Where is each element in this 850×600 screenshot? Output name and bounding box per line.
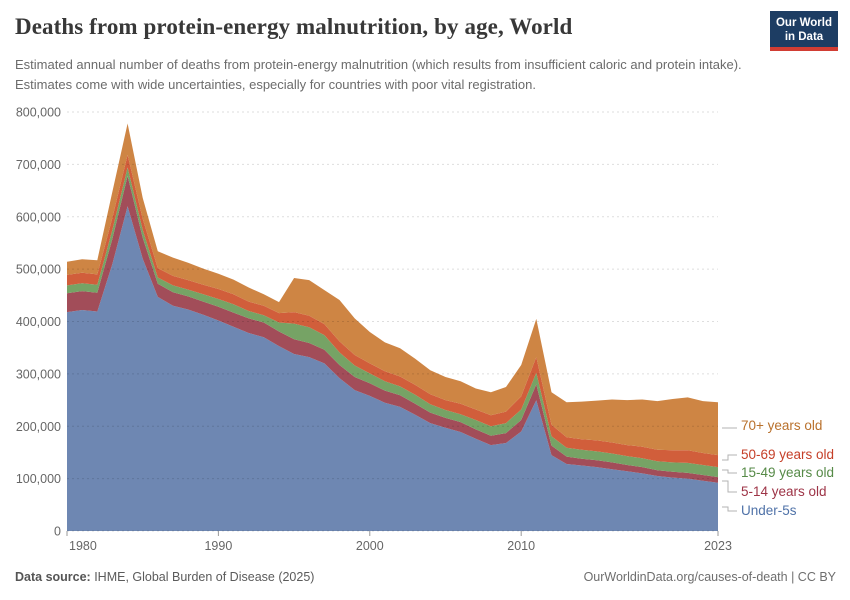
legend-label-50-69-years-old[interactable]: 50-69 years old — [741, 447, 835, 462]
data-source-value: IHME, Global Burden of Disease (2025) — [90, 570, 315, 584]
x-axis-label: 1980 — [69, 539, 97, 553]
attribution-link[interactable]: OurWorldinData.org/causes-of-death | CC … — [583, 570, 836, 584]
legend-connector — [722, 506, 737, 512]
data-source-label: Data source: — [15, 570, 91, 584]
x-axis-label: 2000 — [356, 539, 384, 553]
y-axis-label: 500,000 — [16, 263, 61, 277]
legend-connector — [722, 469, 737, 474]
legend-connector — [722, 454, 737, 461]
chart-title: Deaths from protein-energy malnutrition,… — [15, 14, 573, 39]
chart-subtitle: Estimated annual number of deaths from p… — [15, 57, 742, 92]
area-70-years-old — [67, 123, 718, 456]
y-axis-label: 400,000 — [16, 315, 61, 329]
x-axis-label: 1990 — [204, 539, 232, 553]
x-axis-label: 2023 — [704, 539, 732, 553]
y-axis-label: 300,000 — [16, 367, 61, 381]
owid-logo-line2: in Data — [784, 31, 824, 43]
legend-label-5-14-years-old[interactable]: 5-14 years old — [741, 484, 827, 499]
legend-label-under-5s[interactable]: Under-5s — [741, 503, 797, 518]
owid-logo-line1: Our World — [775, 17, 832, 29]
y-axis-label: 700,000 — [16, 158, 61, 172]
legend-label-70-years-old[interactable]: 70+ years old — [741, 418, 823, 433]
data-source: Data source: IHME, Global Burden of Dise… — [15, 570, 314, 584]
chart-footer: Data source: IHME, Global Burden of Dise… — [15, 570, 836, 584]
x-axis-label: 2010 — [507, 539, 535, 553]
y-axis-label: 200,000 — [16, 420, 61, 434]
owid-logo-red-bar — [770, 47, 838, 51]
legend-connector — [722, 480, 737, 493]
owid-logo[interactable]: Our World in Data — [770, 11, 838, 51]
area-5-14-years-old — [67, 175, 718, 483]
legend-label-15-49-years-old[interactable]: 15-49 years old — [741, 465, 835, 480]
area-under-5s — [67, 206, 718, 532]
y-axis-label: 0 — [54, 525, 61, 539]
y-axis-label: 100,000 — [16, 472, 61, 486]
y-axis-label: 800,000 — [16, 106, 61, 120]
y-axis-label: 600,000 — [16, 210, 61, 224]
